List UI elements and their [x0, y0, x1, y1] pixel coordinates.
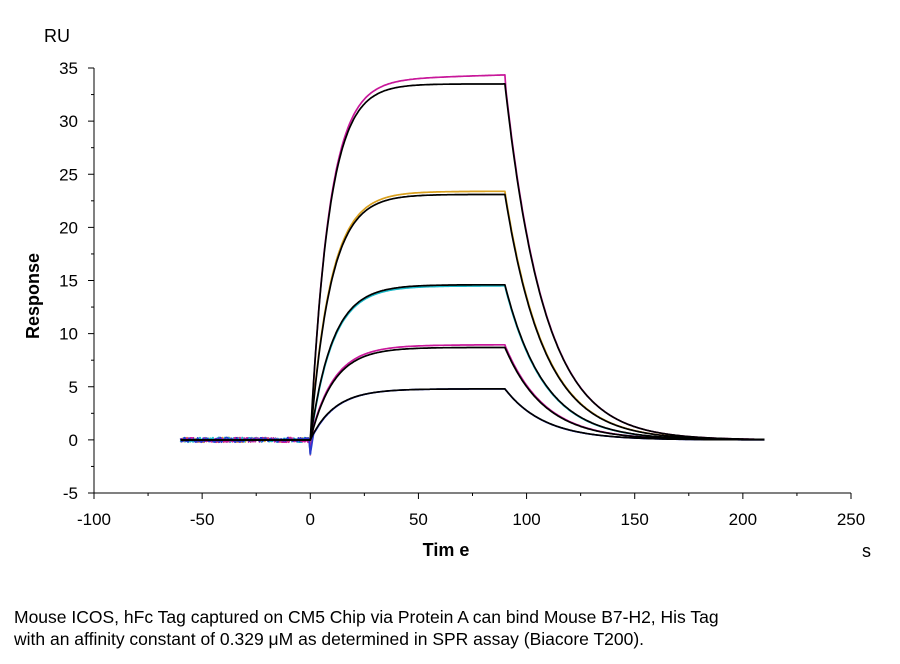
y-unit-label: RU: [44, 26, 70, 46]
fit-curve-line: [180, 193, 765, 441]
data-curve-line: [179, 284, 765, 456]
fit-curve-line: [180, 83, 765, 441]
x-tick-label: 250: [837, 510, 865, 529]
y-tick-label: 20: [59, 218, 78, 237]
x-tick-label: 100: [512, 510, 540, 529]
data-curve-line: [179, 388, 765, 455]
data-curve-line: [180, 74, 765, 456]
caption-line-1: Mouse ICOS, hFc Tag captured on CM5 Chip…: [14, 607, 719, 627]
fit-curve-line: [180, 283, 765, 441]
x-tick-label: 50: [409, 510, 428, 529]
x-tick-label: 0: [306, 510, 315, 529]
x-tick-label: 200: [729, 510, 757, 529]
y-tick-label: 5: [69, 378, 78, 397]
x-tick-label: 150: [621, 510, 649, 529]
y-tick-label: 0: [69, 431, 78, 450]
y-tick-label: 35: [59, 59, 78, 78]
y-tick-label: 30: [59, 112, 78, 131]
caption-line-2: with an affinity constant of 0.329 μM as…: [14, 629, 645, 649]
fit-curve-line: [180, 346, 765, 441]
figure-caption: Mouse ICOS, hFc Tag captured on CM5 Chip…: [14, 606, 884, 650]
fit-curve-line: [180, 388, 765, 441]
x-unit-label: s: [862, 541, 871, 561]
y-axis-title: Response: [23, 253, 43, 339]
curves-group: [179, 74, 765, 456]
x-tick-label: -50: [190, 510, 215, 529]
x-tick-label: -100: [77, 510, 111, 529]
data-curve-line: [180, 190, 765, 452]
y-tick-label: 25: [59, 165, 78, 184]
y-tick-label: 15: [59, 272, 78, 291]
y-tick-label: -5: [63, 484, 78, 503]
y-tick-label: 10: [59, 325, 78, 344]
x-axis-title: Tim e: [423, 540, 470, 560]
